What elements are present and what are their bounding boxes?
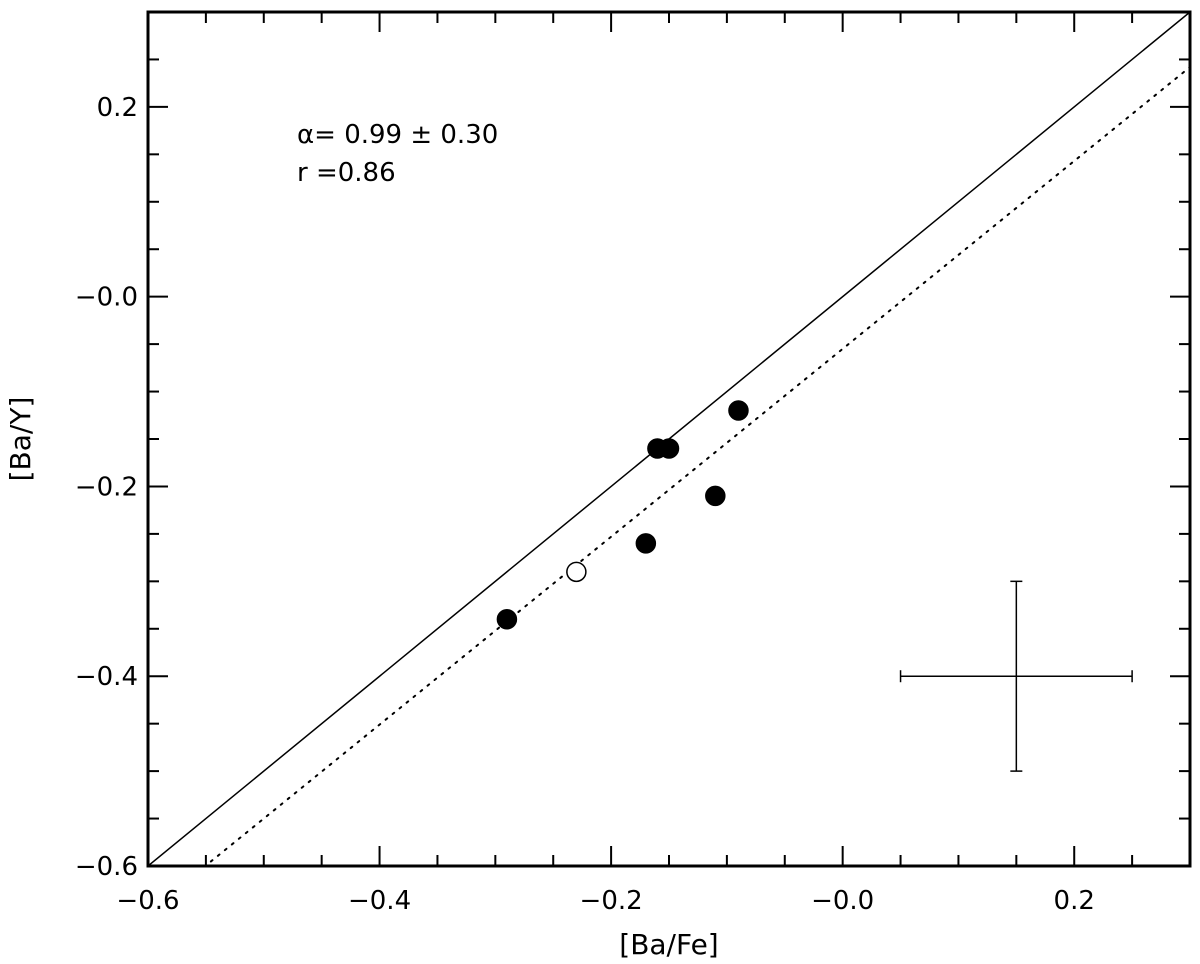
y-tick-label: −0.0 <box>75 283 138 313</box>
data-points <box>496 400 749 630</box>
y-tick-label: −0.2 <box>75 472 138 502</box>
x-tick-label: −0.0 <box>811 886 874 916</box>
filled-data-point <box>496 609 518 630</box>
filled-data-point <box>635 533 657 554</box>
error-bar <box>899 580 1133 772</box>
y-tick-label: −0.6 <box>75 852 138 882</box>
x-tick-label: 0.2 <box>1054 886 1095 916</box>
x-tick-label: −0.4 <box>348 886 411 916</box>
plot-content <box>148 12 1190 866</box>
tick-labels: −0.6 −0.4 −0.2 −0.0 0.2 −0.6 −0.4 −0.2 −0.0 0.2 <box>75 93 1095 916</box>
filled-data-point <box>705 485 726 507</box>
x-axis-title: [Ba/Fe] <box>619 928 718 961</box>
filled-data-point <box>658 438 680 459</box>
y-tick-label: 0.2 <box>97 93 138 123</box>
fit-line <box>203 66 1190 866</box>
filled-data-point <box>728 400 749 421</box>
y-tick-label: −0.4 <box>75 662 138 692</box>
r-annotation: r =0.86 <box>297 158 396 188</box>
plot-frame <box>146 10 1192 868</box>
alpha-annotation: α= 0.99 ± 0.30 <box>297 120 498 150</box>
open-data-point <box>566 561 587 583</box>
y-axis-title: [Ba/Y] <box>4 397 37 482</box>
x-tick-label: −0.2 <box>580 886 643 916</box>
x-tick-label: −0.6 <box>116 886 179 916</box>
